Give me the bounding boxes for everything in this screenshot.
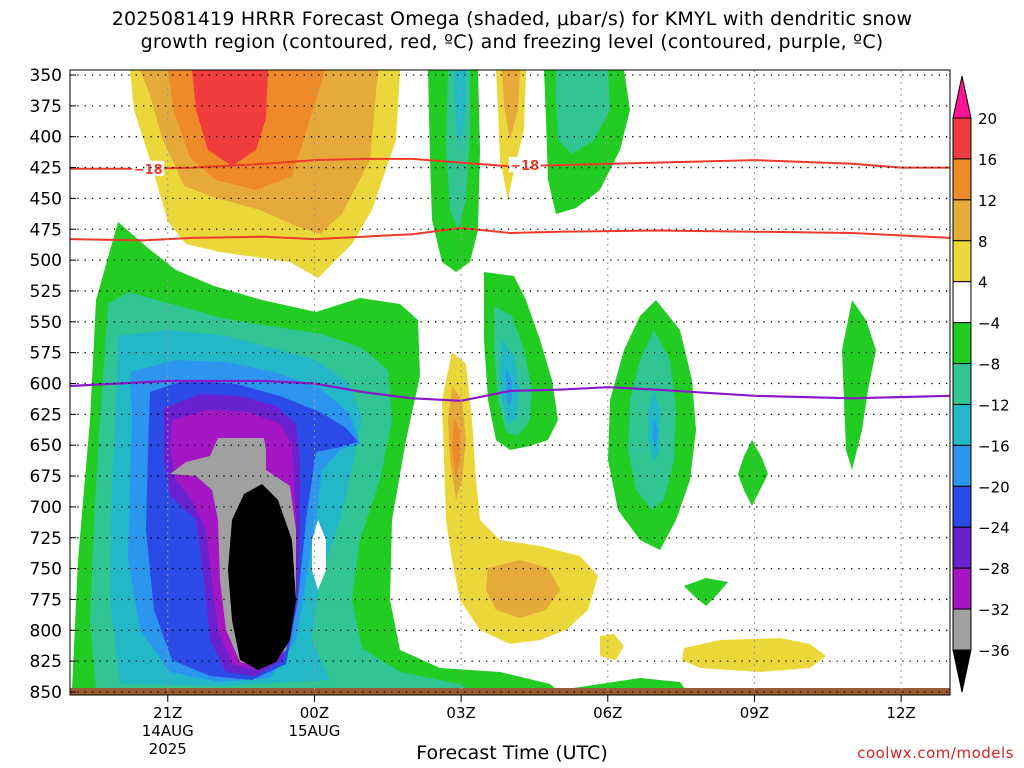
colorbar-label: 20: [978, 110, 997, 128]
pressure-tick-label: 700: [30, 498, 62, 518]
x-axis-title: Forecast Time (UTC): [416, 742, 608, 764]
time-tick-sublabel: 2025: [149, 740, 187, 758]
colorbar-segment: [952, 281, 972, 324]
contour-overlay: −18 −18: [70, 157, 950, 695]
pressure-tick-label: 575: [30, 344, 62, 364]
dgz-contour-label: −18: [510, 159, 539, 174]
colorbar-min-arrow: [952, 649, 972, 693]
colorbar-max-arrow: [952, 75, 972, 119]
colorbar-label: −28: [978, 560, 1010, 578]
negative-omega-region: [652, 418, 658, 446]
colorbar-segment: [952, 363, 972, 405]
colorbar-segment: [952, 240, 972, 283]
colorbar-label: 16: [978, 151, 997, 169]
colorbar-label: −8: [978, 356, 1000, 374]
colorbar-label: −12: [978, 396, 1010, 414]
pressure-tick-label: 800: [30, 621, 62, 641]
grid-lines: [70, 70, 950, 695]
pressure-tick-label: 850: [30, 683, 62, 703]
time-tick-sublabel: 15AUG: [288, 722, 340, 740]
negative-omega-region: [842, 300, 876, 470]
colorbar-label: −16: [978, 437, 1010, 455]
positive-omega-region: [442, 352, 598, 644]
colorbar-segment: [952, 158, 972, 201]
pressure-tick-label: 650: [30, 436, 62, 456]
negative-omega-region: [684, 578, 728, 606]
contour-label-bg: [508, 157, 541, 173]
credit-link[interactable]: coolwx.com/models: [857, 744, 1014, 762]
pressure-tick-label: 550: [30, 313, 62, 333]
colorbar-label: 12: [978, 192, 997, 210]
pressure-tick-label: 675: [30, 467, 62, 487]
pressure-tick-label: 375: [30, 97, 62, 117]
contour-label-bg: [132, 160, 165, 176]
pressure-tick-label: 625: [30, 405, 62, 425]
colorbar-segment: [952, 485, 972, 528]
colorbar-segment: [952, 444, 972, 487]
pressure-tick-label: 825: [30, 652, 62, 672]
time-tick-label: 00Z: [300, 704, 329, 722]
dgz-bottom-contour: [70, 226, 950, 242]
omega-shading: [72, 70, 876, 693]
positive-omega-region: [682, 638, 826, 672]
positive-omega-region: [452, 418, 460, 478]
positive-omega-region: [486, 560, 560, 618]
weak-omega-gap: [312, 520, 326, 590]
colorbar-label: 8: [978, 233, 988, 251]
negative-omega-region: [556, 70, 610, 154]
pressure-tick-label: 450: [30, 189, 62, 209]
pressure-tick-label: 500: [30, 251, 62, 271]
pressure-tick-label: 750: [30, 560, 62, 580]
time-tick-label: 03Z: [446, 704, 475, 722]
pressure-tick-label: 425: [30, 159, 62, 179]
time-tick-label: 21Z: [153, 704, 182, 722]
omega-colorbar: 20 16 12 8 4 −4 −8 −12 −16 −20 −24 −28 −32 −36: [952, 75, 1010, 693]
pressure-tick-label: 350: [30, 66, 62, 86]
pressure-tick-label: 775: [30, 590, 62, 610]
pressure-axis: 350 375 400 425 450 475 500 525 550 575 600 625 650 6…: [30, 66, 76, 703]
colorbar-label: 4: [978, 274, 988, 292]
pressure-tick-label: 525: [30, 282, 62, 302]
colorbar-label: −36: [978, 642, 1010, 660]
plot-frame: [69, 69, 951, 696]
negative-omega-region: [506, 370, 512, 406]
time-tick-label: 06Z: [593, 704, 622, 722]
negative-omega-region: [228, 484, 296, 670]
negative-omega-region: [454, 70, 466, 150]
colorbar-segment: [952, 567, 972, 610]
colorbar-segment: [952, 403, 972, 446]
freezing-level-contour: [70, 379, 950, 402]
dgz-top-contour: [70, 157, 950, 170]
negative-omega-region: [560, 678, 686, 690]
positive-omega-region: [192, 70, 268, 166]
positive-omega-region: [502, 70, 520, 140]
time-tick-label: 09Z: [740, 704, 769, 722]
colorbar-label: −32: [978, 601, 1010, 619]
colorbar-label: −24: [978, 519, 1010, 537]
chart-title-line2: growth region (contoured, red, ºC) and f…: [140, 31, 884, 53]
colorbar-label: −4: [978, 315, 1000, 333]
pressure-tick-label: 600: [30, 375, 62, 395]
chart-title-line1: 2025081419 HRRR Forecast Omega (shaded, …: [111, 8, 913, 30]
colorbar-segment: [952, 199, 972, 242]
dgz-contour-label: −18: [134, 163, 163, 178]
time-tick-label: 12Z: [886, 704, 915, 722]
colorbar-label: −20: [978, 478, 1010, 496]
ground-strip: [70, 688, 950, 695]
pressure-tick-label: 725: [30, 529, 62, 549]
pressure-tick-label: 400: [30, 128, 62, 148]
time-tick-sublabel: 14AUG: [142, 722, 194, 740]
colorbar-segment: [952, 526, 972, 569]
negative-omega-region: [738, 440, 768, 506]
colorbar-segment: [952, 117, 972, 160]
pressure-tick-label: 475: [30, 220, 62, 240]
positive-omega-region: [600, 634, 624, 660]
colorbar-segment: [952, 322, 972, 365]
colorbar-segment: [952, 608, 972, 651]
